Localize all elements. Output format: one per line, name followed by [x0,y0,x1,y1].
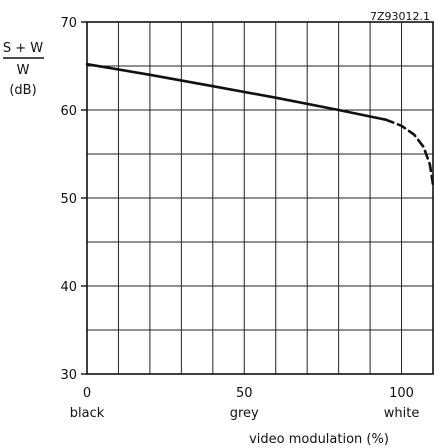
series-line-dashed [384,118,434,187]
y-tick-label: 40 [60,280,77,295]
axes [81,21,434,375]
y-tick-label: 50 [60,192,77,207]
series-line-solid [85,62,388,121]
figure-code: 7Z93012.1 [370,10,430,23]
x-tick-label: 100 [389,386,414,401]
y-axis-label-denominator: W [17,63,30,78]
y-axis-label-numerator: S + W [3,41,43,56]
x-axis-label: video modulation (%) [249,432,389,447]
x-category-label: grey [230,406,259,421]
grid-lines [86,21,434,375]
y-tick-label: 60 [60,104,77,119]
y-axis-label-unit: (dB) [9,83,36,98]
x-category-label: white [384,406,420,421]
x-tick-label: 50 [236,386,253,401]
tick-labels: 30 40 50 60 70 0 50 100 black grey white [60,16,419,421]
y-tick-label: 70 [60,16,77,31]
x-category-label: black [70,406,105,421]
y-tick-label: 30 [60,368,77,383]
data-series [85,62,434,187]
x-tick-label: 0 [83,386,91,401]
